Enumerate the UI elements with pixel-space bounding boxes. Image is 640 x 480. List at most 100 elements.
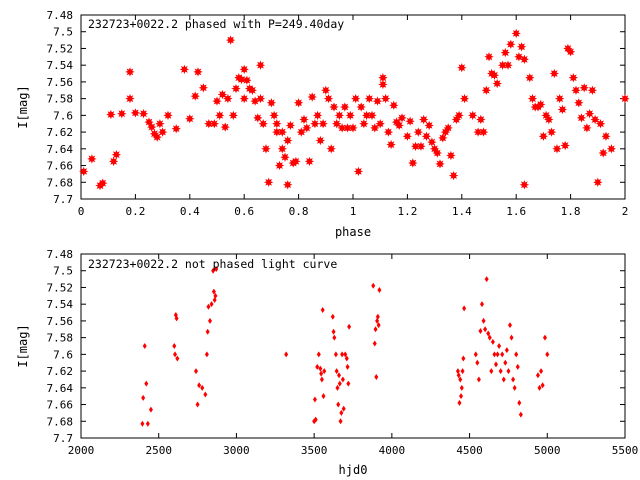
phased-data-point bbox=[334, 110, 345, 121]
unphased-data-point bbox=[515, 363, 520, 370]
phased-data-point bbox=[351, 93, 361, 104]
phased-y-tick-label: 7.68 bbox=[47, 176, 74, 189]
unphased-y-tick-label: 7.58 bbox=[47, 332, 74, 345]
phased-data-point bbox=[372, 96, 383, 106]
unphased-data-point bbox=[489, 368, 494, 375]
phased-data-point bbox=[378, 72, 388, 83]
unphased-y-axis-label: I[mag] bbox=[16, 324, 30, 367]
unphased-data-point bbox=[173, 351, 178, 358]
unphased-data-point bbox=[197, 382, 202, 389]
unphased-data-point bbox=[335, 384, 340, 391]
phased-data-point bbox=[416, 141, 426, 152]
phased-data-point bbox=[277, 144, 288, 154]
phased-data-point bbox=[535, 99, 546, 110]
phased-data-point bbox=[225, 35, 236, 45]
phased-data-point bbox=[527, 93, 538, 104]
phased-data-point bbox=[579, 83, 589, 93]
phased-data-point bbox=[555, 93, 565, 104]
unphased-data-point bbox=[321, 393, 326, 400]
phased-y-tick-label: 7.64 bbox=[47, 143, 74, 156]
phased-data-point bbox=[130, 108, 141, 118]
unphased-data-point bbox=[204, 351, 209, 358]
unphased-data-point bbox=[492, 351, 497, 358]
phased-data-point bbox=[282, 180, 293, 190]
unphased-x-tick-label: 4000 bbox=[379, 444, 406, 457]
phased-data-point bbox=[557, 104, 568, 115]
phased-data-point bbox=[516, 42, 527, 52]
phased-x-tick-label: 0.4 bbox=[180, 205, 200, 218]
phased-data-point bbox=[321, 85, 331, 96]
phased-data-point bbox=[549, 68, 559, 79]
phased-data-point bbox=[242, 75, 252, 85]
phased-data-point bbox=[419, 114, 429, 125]
unphased-y-tick-label: 7.7 bbox=[53, 432, 73, 445]
unphased-data-point bbox=[319, 376, 324, 383]
unphased-data-point bbox=[172, 343, 177, 349]
phased-data-point bbox=[171, 123, 181, 134]
phased-data-point bbox=[236, 74, 247, 85]
unphased-data-point bbox=[461, 355, 466, 362]
phased-data-point bbox=[506, 39, 516, 49]
phased-data-point bbox=[424, 120, 434, 131]
unphased-x-ticks: 2000 2500 3000 3500 4000 4500 5000 5500 bbox=[68, 254, 638, 457]
unphased-data-point bbox=[211, 288, 216, 295]
unphased-data-point bbox=[142, 343, 147, 349]
unphased-data-point bbox=[315, 363, 320, 370]
phased-data-point bbox=[255, 93, 266, 104]
phased-data-point bbox=[448, 170, 459, 181]
phased-data-point bbox=[78, 166, 89, 177]
phased-data-point bbox=[525, 72, 535, 83]
phased-data-point bbox=[378, 79, 388, 90]
unphased-data-point bbox=[336, 401, 341, 408]
phased-data-point bbox=[489, 70, 500, 80]
phased-data-point bbox=[215, 110, 225, 121]
phased-data-point bbox=[421, 131, 432, 141]
phased-data-point bbox=[348, 123, 358, 133]
phased-data-point bbox=[432, 148, 443, 158]
phased-data-point bbox=[565, 47, 576, 57]
unphased-x-tick-label: 3500 bbox=[301, 444, 328, 457]
phased-data-point bbox=[446, 150, 456, 161]
phased-data-point bbox=[413, 127, 424, 137]
phased-x-tick-label: 0.6 bbox=[234, 205, 254, 218]
phased-data-point bbox=[293, 98, 304, 108]
phased-data-point bbox=[217, 89, 228, 100]
unphased-data-point bbox=[145, 420, 150, 427]
phased-data-point bbox=[125, 67, 135, 77]
unphased-data-point bbox=[475, 359, 480, 366]
phased-data-point bbox=[239, 93, 249, 104]
phased-data-point bbox=[405, 116, 415, 126]
phased-data-point bbox=[255, 60, 266, 70]
unphased-data-point bbox=[338, 418, 343, 425]
phased-data-point bbox=[438, 133, 448, 143]
phased-data-point bbox=[152, 132, 162, 142]
unphased-data-point bbox=[480, 301, 485, 308]
unphased-y-tick-label: 7.52 bbox=[47, 281, 74, 294]
phased-data-point bbox=[546, 127, 557, 137]
unphased-plot-frame bbox=[80, 253, 626, 439]
unphased-data-point bbox=[478, 327, 483, 334]
unphased-data-point bbox=[503, 359, 508, 366]
phased-data-point bbox=[595, 118, 606, 129]
phased-x-ticks: 0 0.2 0.4 0.6 0.8 1 1.2 1.4 1.6 1.8 2 bbox=[78, 15, 628, 218]
phased-data-point bbox=[212, 96, 222, 106]
unphased-data-point bbox=[284, 351, 289, 358]
phased-data-point bbox=[258, 119, 268, 129]
unphased-data-point bbox=[542, 334, 547, 341]
phased-data-point bbox=[250, 96, 260, 106]
phased-data-point bbox=[590, 114, 600, 125]
unphased-data-point bbox=[376, 322, 381, 329]
phased-data-point bbox=[457, 62, 467, 73]
phased-data-point bbox=[370, 123, 380, 133]
phased-data-point bbox=[582, 123, 592, 133]
unphased-data-point bbox=[211, 267, 216, 274]
unphased-y-tick-label: 7.66 bbox=[47, 399, 74, 412]
unphased-y-tick-label: 7.56 bbox=[47, 315, 74, 328]
unphased-data-point bbox=[340, 351, 345, 358]
unphased-data-point bbox=[473, 351, 478, 358]
phased-data-point bbox=[361, 110, 372, 121]
phased-data-point bbox=[326, 144, 336, 154]
phased-data-point bbox=[601, 131, 611, 141]
unphased-data-point bbox=[460, 368, 465, 375]
unphased-data-point bbox=[140, 420, 145, 427]
